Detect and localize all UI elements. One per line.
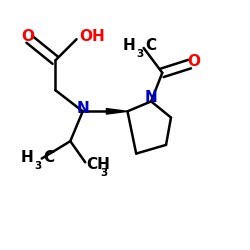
Text: OH: OH [79,29,105,44]
Text: C: C [146,38,157,53]
Text: H: H [20,150,33,165]
Text: CH: CH [86,157,110,172]
Text: 3: 3 [137,49,144,59]
Text: 3: 3 [35,160,42,170]
Text: N: N [145,90,158,105]
Text: H: H [122,38,135,53]
Polygon shape [106,108,128,114]
Text: 3: 3 [101,168,108,178]
Text: C: C [44,150,55,165]
Text: N: N [76,101,89,116]
Text: O: O [22,29,35,44]
Text: O: O [187,54,200,69]
